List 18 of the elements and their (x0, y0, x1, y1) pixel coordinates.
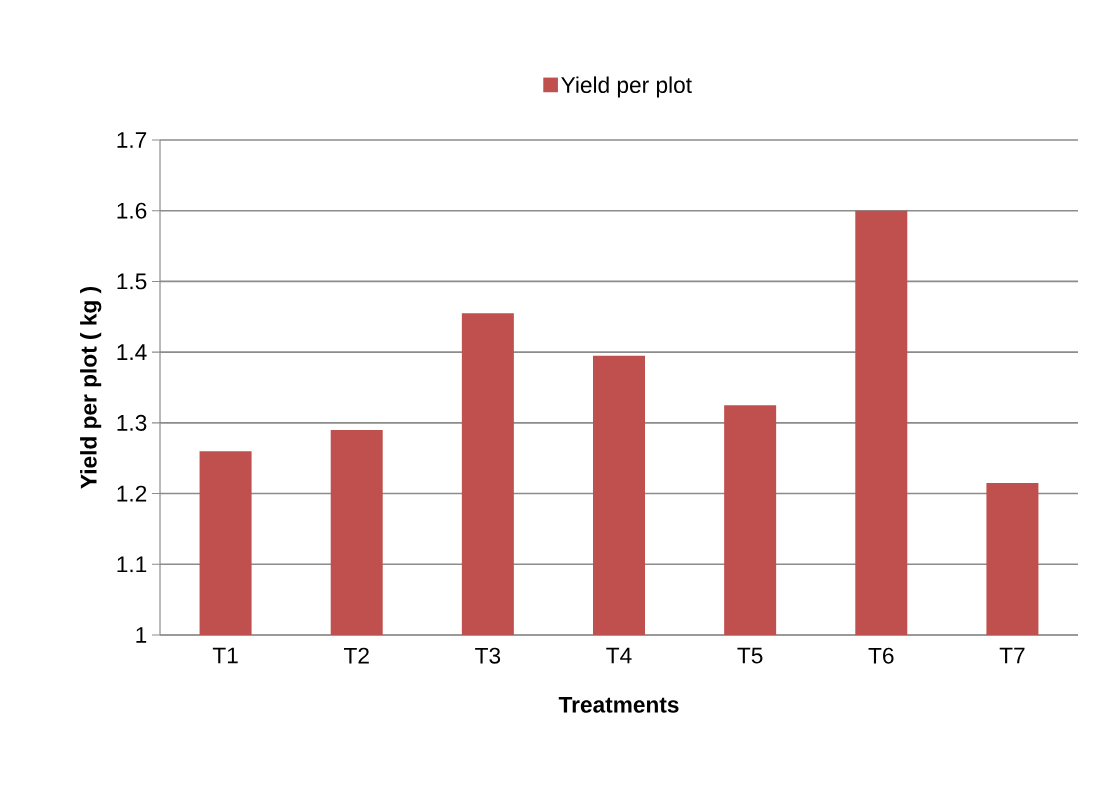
x-tick-label: T2 (343, 647, 369, 664)
y-tick-label: 1.7 (117, 132, 147, 148)
y-tick-label: 1.5 (117, 273, 147, 290)
x-tick-label: T6 (868, 647, 894, 664)
x-tick-label: T1 (212, 647, 238, 664)
x-tick-label: T5 (737, 647, 763, 664)
y-tick-label: 1.3 (117, 414, 147, 431)
y-tick-label: 1.1 (117, 556, 147, 573)
x-tick-label: T7 (999, 647, 1025, 664)
x-tick-label: T4 (606, 647, 632, 664)
legend-label: Yield per plot (561, 76, 692, 98)
y-tick-label: 1.6 (117, 202, 147, 219)
y-tick-label: 1 (136, 627, 147, 643)
x-tick-label: T3 (475, 647, 501, 664)
y-axis-title: Yield per plot ( kg ) (80, 287, 102, 489)
y-tick-label: 1.2 (117, 485, 147, 502)
y-tick-label: 1.4 (117, 344, 147, 360)
x-axis-title: Treatments (558, 696, 679, 713)
